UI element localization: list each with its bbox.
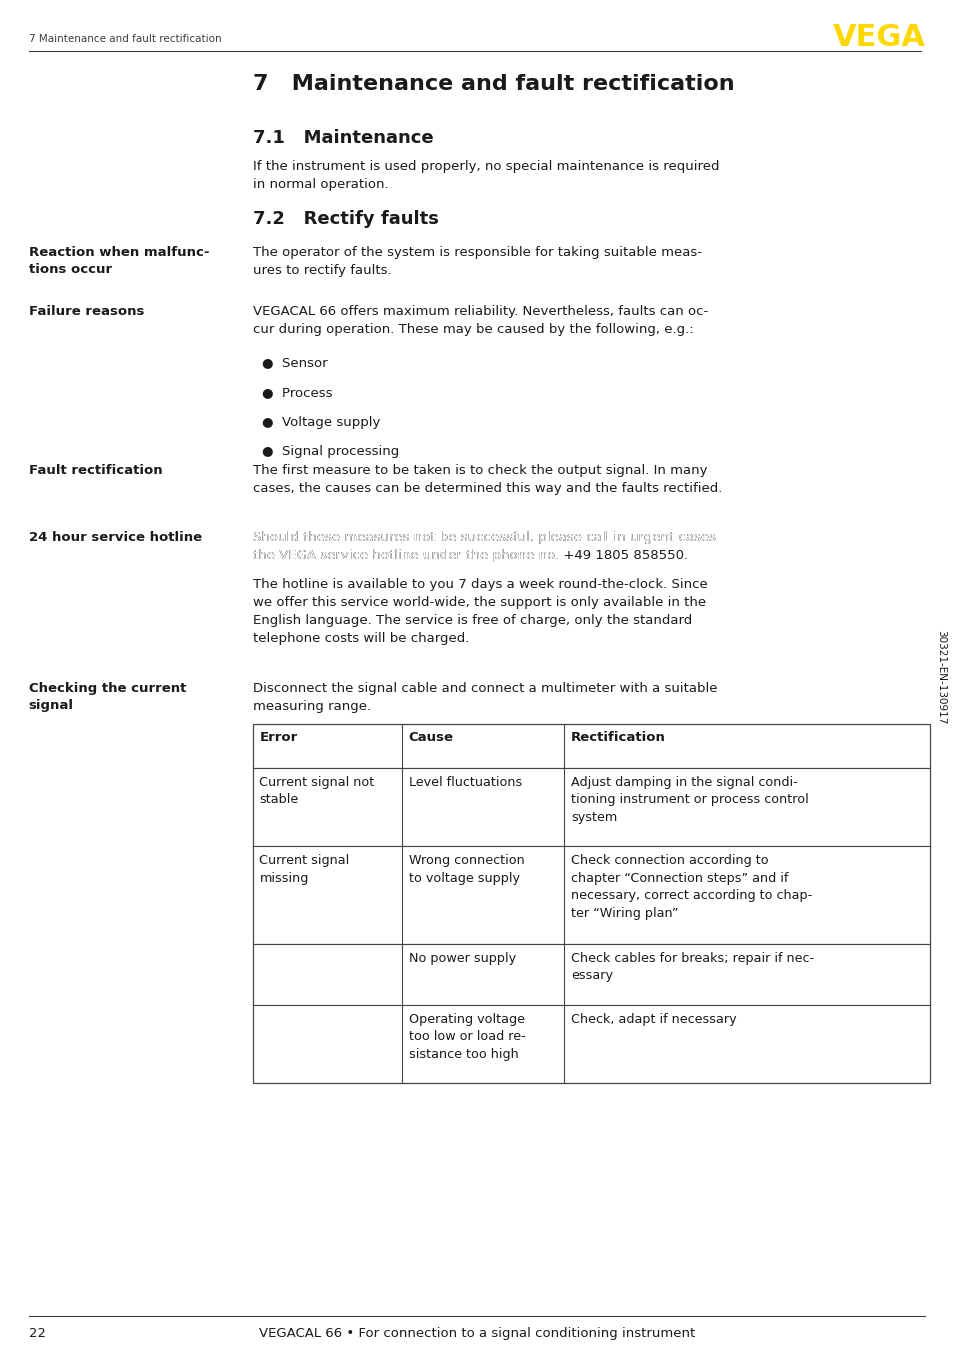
Bar	[253, 846, 929, 944]
Text: Reaction when malfunc-
tions occur: Reaction when malfunc- tions occur	[29, 246, 209, 276]
Text: Error: Error	[259, 731, 297, 745]
Text: Failure reasons: Failure reasons	[29, 305, 144, 318]
Text: Current signal
missing: Current signal missing	[259, 854, 350, 886]
Text: Should these measures not be successful, please call in urgent cases
the VEGA se: Should these measures not be successful,…	[253, 531, 715, 562]
Text: Adjust damping in the signal condi-
tioning instrument or process control
system: Adjust damping in the signal condi- tion…	[571, 776, 808, 823]
Text: Check connection according to
chapter “Connection steps” and if
necessary, corre: Check connection according to chapter “C…	[571, 854, 811, 919]
Text: The hotline is available to you 7 days a week round-the-clock. Since
we offer th: The hotline is available to you 7 days a…	[253, 578, 707, 645]
Bar	[253, 1005, 929, 1083]
Text: The first measure to be taken is to check the output signal. In many
cases, the : The first measure to be taken is to chec…	[253, 464, 721, 496]
Text: The operator of the system is responsible for taking suitable meas-
ures to rect: The operator of the system is responsibl…	[253, 246, 701, 278]
Bar	[253, 724, 929, 1083]
Text: Current signal not
stable: Current signal not stable	[259, 776, 375, 807]
Text: 24 hour service hotline: 24 hour service hotline	[29, 531, 201, 544]
Text: Check, adapt if necessary: Check, adapt if necessary	[571, 1013, 736, 1026]
Bar	[253, 768, 929, 846]
Text: ●  Sensor: ● Sensor	[262, 356, 328, 370]
Text: Operating voltage
too low or load re-
sistance too high: Operating voltage too low or load re- si…	[408, 1013, 525, 1060]
Text: No power supply: No power supply	[408, 952, 515, 965]
Text: If the instrument is used properly, no special maintenance is required
in normal: If the instrument is used properly, no s…	[253, 160, 719, 191]
Bar	[253, 724, 929, 768]
Text: ●  Process: ● Process	[262, 386, 333, 399]
Text: ●  Signal processing: ● Signal processing	[262, 445, 399, 459]
Text: VEGACAL 66 offers maximum reliability. Nevertheless, faults can oc-
cur during o: VEGACAL 66 offers maximum reliability. N…	[253, 305, 707, 336]
Text: ●  Voltage supply: ● Voltage supply	[262, 416, 380, 429]
Text: VEGA: VEGA	[832, 23, 924, 51]
Bar	[253, 944, 929, 1005]
Text: VEGACAL 66 • For connection to a signal conditioning instrument: VEGACAL 66 • For connection to a signal …	[258, 1327, 695, 1340]
Text: Check cables for breaks; repair if nec-
essary: Check cables for breaks; repair if nec- …	[571, 952, 813, 983]
Text: Level fluctuations: Level fluctuations	[408, 776, 521, 789]
Text: Checking the current
signal: Checking the current signal	[29, 682, 186, 712]
Text: Wrong connection
to voltage supply: Wrong connection to voltage supply	[408, 854, 524, 886]
Text: 7   Maintenance and fault rectification: 7 Maintenance and fault rectification	[253, 74, 734, 95]
Text: Should these measures not be successful, please call in urgent cases
the VEGA se: Should these measures not be successful,…	[253, 531, 715, 562]
Text: 7.1   Maintenance: 7.1 Maintenance	[253, 129, 433, 146]
Text: 7 Maintenance and fault rectification: 7 Maintenance and fault rectification	[29, 34, 221, 43]
Text: 7.2   Rectify faults: 7.2 Rectify faults	[253, 210, 438, 227]
Text: 30321-EN-130917: 30321-EN-130917	[936, 630, 945, 724]
Text: Rectification: Rectification	[571, 731, 665, 745]
Text: 22: 22	[29, 1327, 46, 1340]
Text: Disconnect the signal cable and connect a multimeter with a suitable
measuring r: Disconnect the signal cable and connect …	[253, 682, 717, 714]
Text: Fault rectification: Fault rectification	[29, 464, 162, 478]
Text: Should these measures not be successful, please call in urgent cases
the VEGA se: Should these measures not be successful,…	[253, 531, 715, 562]
Text: Cause: Cause	[408, 731, 453, 745]
